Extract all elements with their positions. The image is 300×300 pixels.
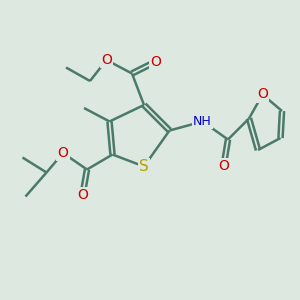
Text: O: O — [151, 55, 161, 68]
Text: O: O — [58, 146, 68, 160]
Text: O: O — [101, 53, 112, 67]
Text: NH: NH — [193, 115, 212, 128]
Text: S: S — [139, 159, 149, 174]
Text: O: O — [77, 188, 88, 202]
Text: O: O — [218, 160, 229, 173]
Text: O: O — [257, 88, 268, 101]
